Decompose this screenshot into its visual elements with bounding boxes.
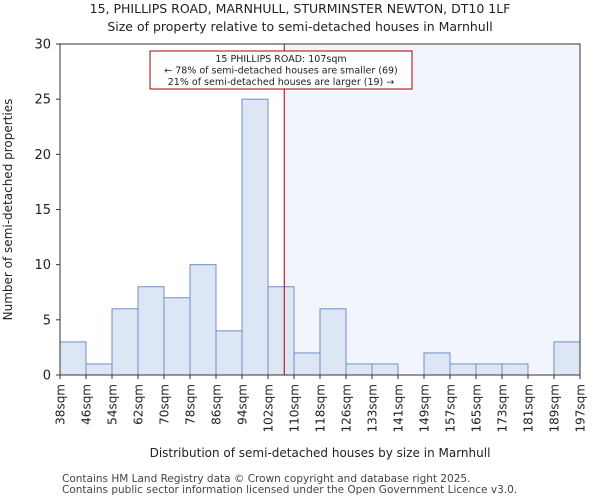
x-tick-label: 70sqm	[158, 384, 172, 425]
x-tick-label: 133sqm	[366, 384, 380, 432]
histogram-bar	[293, 352, 321, 376]
histogram-bar	[241, 98, 269, 376]
x-tick-label: 86sqm	[210, 384, 224, 425]
y-tick-label: 10	[34, 258, 51, 273]
property-annotation: 15 PHILLIPS ROAD: 107sqm← 78% of semi-de…	[149, 50, 413, 90]
histogram-bar	[449, 363, 477, 376]
x-tick-label: 110sqm	[288, 384, 302, 432]
histogram-bar	[267, 286, 295, 376]
histogram-bar	[475, 363, 503, 376]
chart-subtitle: Size of property relative to semi-detach…	[107, 19, 493, 34]
x-tick-label: 141sqm	[392, 384, 406, 432]
footer-licence: Contains public sector information licen…	[62, 484, 518, 496]
y-tick-label: 30	[34, 38, 51, 53]
histogram-bar	[553, 341, 581, 376]
histogram-bar	[215, 330, 243, 376]
x-tick-label: 46sqm	[80, 384, 94, 425]
x-axis-label: Distribution of semi-detached houses by …	[150, 446, 491, 460]
annotation-line: 15 PHILLIPS ROAD: 107sqm	[215, 54, 346, 65]
y-tick-label: 25	[34, 93, 51, 108]
x-tick-label: 165sqm	[470, 384, 484, 432]
histogram-bar	[59, 341, 87, 376]
x-tick-label: 54sqm	[106, 384, 120, 425]
histogram-bar	[319, 308, 347, 376]
x-tick-label: 118sqm	[314, 384, 328, 432]
x-tick-label: 189sqm	[548, 384, 562, 432]
x-tick-label: 197sqm	[574, 384, 588, 432]
histogram-bar	[345, 363, 373, 376]
x-tick-label: 62sqm	[132, 384, 146, 425]
annotation-line: 21% of semi-detached houses are larger (…	[168, 77, 395, 88]
histogram-bar	[371, 363, 399, 376]
histogram-bar	[423, 352, 451, 376]
x-tick-label: 38sqm	[54, 384, 68, 425]
footer-copyright: Contains HM Land Registry data © Crown c…	[62, 473, 471, 485]
histogram-bar	[501, 363, 529, 376]
x-tick-label: 173sqm	[496, 384, 510, 432]
x-tick-label: 126sqm	[340, 384, 354, 432]
histogram-bar	[111, 308, 139, 376]
x-tick-label: 149sqm	[418, 384, 432, 432]
y-axis-label: Number of semi-detached properties	[1, 99, 15, 321]
y-tick-label: 20	[34, 148, 51, 163]
y-tick-label: 15	[34, 203, 51, 218]
x-tick-label: 102sqm	[262, 384, 276, 432]
x-tick-label: 78sqm	[184, 384, 198, 425]
annotation-line: ← 78% of semi-detached houses are smalle…	[164, 66, 398, 77]
histogram-bar	[163, 297, 191, 376]
x-tick-label: 181sqm	[522, 384, 536, 432]
chart-title: 15, PHILLIPS ROAD, MARNHULL, STURMINSTER…	[89, 1, 511, 16]
histogram-bar	[85, 363, 113, 376]
y-tick-label: 5	[43, 313, 51, 328]
histogram-bar	[137, 286, 165, 376]
x-tick-label: 94sqm	[236, 384, 250, 425]
x-tick-label: 157sqm	[444, 384, 458, 432]
y-tick-label: 0	[43, 369, 51, 384]
histogram-bar	[189, 264, 217, 376]
